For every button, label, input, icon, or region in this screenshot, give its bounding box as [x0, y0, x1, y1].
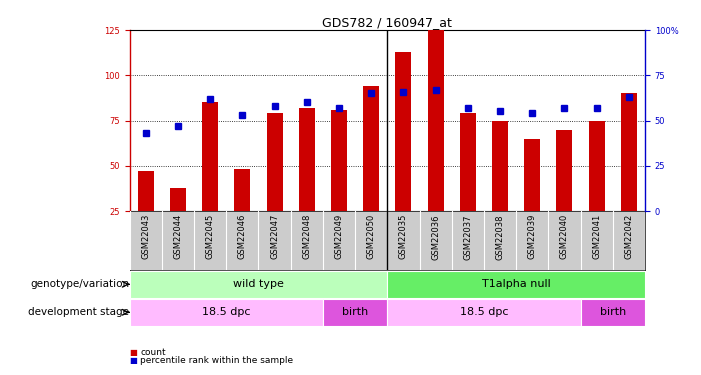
Text: genotype/variation: genotype/variation — [30, 279, 129, 289]
Text: GSM22044: GSM22044 — [173, 214, 182, 259]
Text: GSM22049: GSM22049 — [334, 214, 343, 259]
Bar — [557, 130, 573, 211]
Bar — [202, 102, 218, 211]
Text: count: count — [140, 348, 166, 357]
Bar — [234, 170, 250, 211]
Bar — [428, 30, 444, 211]
Bar — [323, 299, 388, 326]
Text: GSM22046: GSM22046 — [238, 214, 247, 260]
Text: GSM22037: GSM22037 — [463, 214, 472, 260]
Text: T1alpha null: T1alpha null — [482, 279, 550, 289]
Text: GSM22040: GSM22040 — [560, 214, 569, 259]
Text: wild type: wild type — [233, 279, 284, 289]
Bar — [460, 113, 476, 211]
Bar — [524, 139, 540, 211]
Bar — [492, 120, 508, 211]
Bar — [266, 113, 283, 211]
Text: GSM22042: GSM22042 — [625, 214, 633, 259]
Bar — [395, 52, 411, 211]
Bar — [621, 93, 637, 211]
Bar — [130, 271, 388, 298]
Text: percentile rank within the sample: percentile rank within the sample — [140, 356, 293, 365]
Text: 18.5 dpc: 18.5 dpc — [202, 307, 250, 317]
Text: birth: birth — [599, 307, 626, 317]
Text: GSM22048: GSM22048 — [302, 214, 311, 260]
Text: ■: ■ — [130, 356, 137, 365]
Text: GSM22038: GSM22038 — [496, 214, 505, 260]
Text: GSM22039: GSM22039 — [528, 214, 537, 260]
Bar — [388, 271, 645, 298]
Text: GSM22041: GSM22041 — [592, 214, 601, 259]
Bar — [130, 299, 323, 326]
Text: GSM22045: GSM22045 — [205, 214, 215, 259]
Text: GSM22035: GSM22035 — [399, 214, 408, 260]
Bar — [589, 120, 605, 211]
Text: development stage: development stage — [28, 307, 129, 317]
Text: ■: ■ — [130, 348, 137, 357]
Bar — [363, 86, 379, 211]
Text: GSM22050: GSM22050 — [367, 214, 376, 259]
Text: 18.5 dpc: 18.5 dpc — [460, 307, 508, 317]
Title: GDS782 / 160947_at: GDS782 / 160947_at — [322, 16, 452, 29]
Bar — [137, 171, 154, 211]
Bar — [580, 299, 645, 326]
Text: GSM22043: GSM22043 — [142, 214, 150, 260]
Bar — [299, 108, 315, 211]
Text: GSM22036: GSM22036 — [431, 214, 440, 260]
Text: GSM22047: GSM22047 — [270, 214, 279, 260]
Bar — [331, 110, 347, 211]
Bar — [170, 188, 186, 211]
Text: birth: birth — [342, 307, 368, 317]
Bar — [388, 299, 580, 326]
